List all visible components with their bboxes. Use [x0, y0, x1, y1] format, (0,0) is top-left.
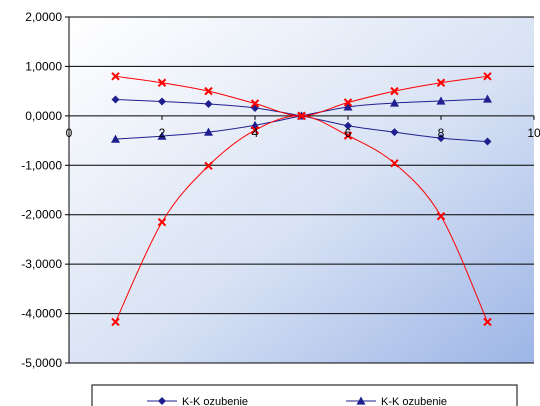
- data-point: [343, 98, 353, 107]
- data-point: [356, 396, 366, 405]
- y-tick-label: 1,0000: [25, 59, 62, 73]
- series-4: [111, 111, 492, 327]
- data-point: [111, 317, 120, 327]
- data-point: [297, 111, 306, 121]
- data-point-stroke: [204, 86, 213, 96]
- data-point: [390, 86, 399, 96]
- data-point-stroke: [483, 317, 492, 327]
- x-tick-label: 6: [345, 126, 352, 140]
- y-tick-label: -5,0000: [21, 356, 62, 370]
- x-tick-label: 10: [527, 126, 540, 140]
- data-point: [436, 211, 446, 221]
- y-tick-label: -1,0000: [21, 158, 62, 172]
- data-point-stroke: [157, 78, 167, 87]
- data-point: [157, 131, 167, 140]
- data-point: [436, 96, 446, 105]
- data-point-stroke: [111, 72, 120, 81]
- legend-label: K-K ozubenie: [381, 396, 447, 406]
- y-tick-label: -3,0000: [21, 257, 62, 271]
- data-point: [483, 317, 492, 327]
- data-point: [157, 217, 167, 227]
- legend-label: K-K ozubenie: [182, 396, 248, 406]
- data-point: [250, 99, 260, 108]
- legend: K-K ozubenie K-K ozubenie: [91, 384, 518, 406]
- data-point: [390, 98, 399, 107]
- data-point: [437, 134, 445, 143]
- y-tick-label: 2,0000: [25, 10, 62, 24]
- data-point: [158, 397, 166, 405]
- data-point-stroke: [204, 161, 213, 170]
- y-tick-label: -4,0000: [21, 307, 62, 321]
- legend-box: [91, 384, 518, 406]
- data-point: [483, 137, 492, 146]
- data-point-stroke: [343, 131, 353, 140]
- plot-area: [69, 17, 534, 363]
- data-point-stroke: [390, 86, 399, 96]
- data-point: [390, 128, 399, 137]
- tick-labels: 2,0000 1,0000 0,0000 -1,0000 -2,0000 -3,0000 -…: [21, 10, 540, 370]
- y-tick-label: -2,0000: [21, 208, 62, 222]
- x-tick-label: 0: [66, 126, 73, 140]
- data-point: [204, 127, 213, 136]
- data-point: [250, 125, 260, 135]
- data-point: [344, 121, 352, 130]
- data-point-stroke: [250, 125, 260, 135]
- data-point-stroke: [157, 217, 167, 227]
- series-layer: [111, 72, 492, 327]
- x-tick-label: 8: [438, 126, 445, 140]
- data-point-stroke: [297, 111, 306, 121]
- data-point-stroke: [436, 211, 446, 221]
- data-point: [111, 72, 120, 81]
- data-point: [483, 94, 492, 103]
- data-point: [111, 134, 120, 143]
- y-tick-label: 0,0000: [25, 109, 62, 123]
- data-point-stroke: [250, 99, 260, 108]
- data-point-stroke: [390, 159, 399, 168]
- data-point: [204, 161, 213, 170]
- data-point: [204, 99, 213, 108]
- legend-entry: K-K ozubenie: [346, 396, 447, 406]
- data-point: [343, 131, 353, 140]
- data-point: [343, 102, 353, 111]
- data-point: [158, 97, 166, 106]
- data-point: [390, 159, 399, 168]
- axes: [65, 16, 535, 364]
- data-point: [204, 86, 213, 96]
- data-point: [111, 95, 120, 104]
- data-point: [157, 78, 167, 87]
- data-point-stroke: [483, 72, 492, 81]
- data-point: [436, 78, 446, 87]
- data-point-stroke: [111, 317, 120, 327]
- data-point-stroke: [436, 78, 446, 87]
- x-tick-label: 2: [159, 126, 166, 140]
- legend-entry: K-K ozubenie: [147, 396, 248, 406]
- data-point-stroke: [343, 98, 353, 107]
- x-tick-label: 4: [252, 126, 259, 140]
- data-point: [483, 72, 492, 81]
